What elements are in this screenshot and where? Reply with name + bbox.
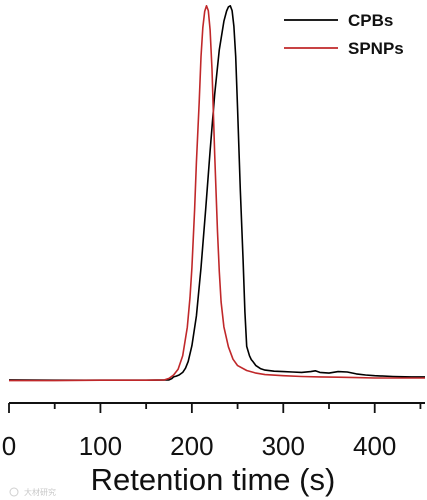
x-axis-title: Retention time (s): [91, 462, 336, 497]
series-line-cpbs: [8, 5, 425, 381]
x-tick-label-0: 0: [2, 431, 16, 461]
x-tick-label-400: 400: [353, 431, 396, 461]
x-ticks: [8, 403, 422, 413]
x-tick-labels: 0 100 200 300 400: [2, 431, 397, 461]
watermark-icon: [9, 487, 19, 497]
watermark-text: 大材研究: [24, 487, 56, 497]
x-tick-label-300: 300: [262, 431, 305, 461]
legend-label-spnps: SPNPs: [348, 39, 404, 58]
legend: CPBs SPNPs: [284, 11, 404, 58]
legend-label-cpbs: CPBs: [348, 11, 393, 30]
plot-lines: [8, 5, 425, 382]
series-line-spnps: [9, 5, 425, 382]
watermark: 大材研究: [9, 487, 56, 497]
x-tick-label-100: 100: [79, 431, 122, 461]
x-tick-label-200: 200: [170, 431, 213, 461]
